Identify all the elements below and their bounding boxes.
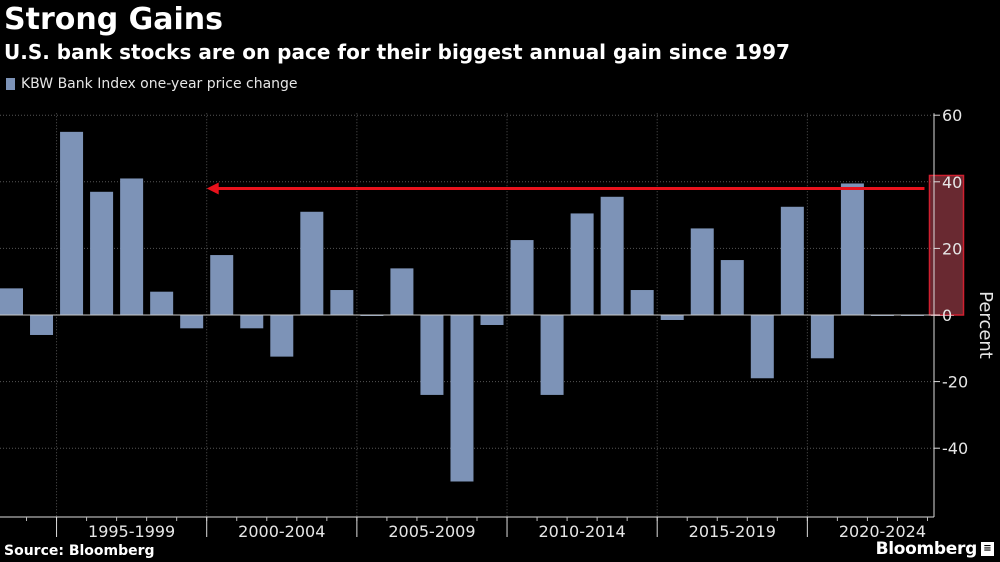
bar-1994 bbox=[30, 315, 54, 335]
y-tick-label: -20 bbox=[942, 373, 968, 392]
y-tick-label: 20 bbox=[942, 239, 962, 258]
bar-2000 bbox=[210, 255, 234, 315]
bar-2011 bbox=[540, 315, 564, 395]
bar-2004 bbox=[330, 290, 354, 315]
source-note: Source: Bloomberg bbox=[4, 543, 155, 559]
y-tick-label: -40 bbox=[942, 439, 968, 458]
chart-subtitle: U.S. bank stocks are on pace for their b… bbox=[4, 40, 790, 64]
brand-logo: Bloomberg ≡ bbox=[876, 539, 994, 559]
bar-2003 bbox=[300, 211, 324, 315]
legend: KBW Bank Index one-year price change bbox=[6, 75, 298, 93]
legend-swatch bbox=[6, 78, 15, 90]
bar-2008 bbox=[450, 315, 474, 482]
bar-1998 bbox=[150, 291, 174, 315]
y-axis-title: Percent bbox=[975, 291, 996, 359]
bar-2009 bbox=[480, 315, 504, 325]
bar-1993 bbox=[0, 288, 23, 315]
y-tick-label: 0 bbox=[942, 306, 952, 325]
highlight-box bbox=[928, 174, 965, 316]
bar-1995 bbox=[60, 131, 84, 315]
bloomberg-icon: ≡ bbox=[981, 542, 994, 556]
bar-2012 bbox=[570, 213, 594, 315]
x-tick-label: 2015-2019 bbox=[689, 522, 776, 541]
bar-2007 bbox=[420, 315, 444, 395]
bar-2020 bbox=[810, 315, 834, 359]
bar-2013 bbox=[600, 196, 624, 315]
bar-2019 bbox=[780, 206, 804, 315]
bar-1997 bbox=[120, 178, 144, 315]
bar-2014 bbox=[630, 290, 654, 315]
bar-2016 bbox=[690, 228, 714, 315]
bar-2006 bbox=[390, 268, 414, 315]
x-tick-label: 1995-1999 bbox=[88, 522, 175, 541]
x-tick-label: 2020-2024 bbox=[839, 522, 926, 541]
bar-1996 bbox=[90, 191, 114, 315]
bar-2021 bbox=[840, 183, 864, 315]
x-tick-label: 2005-2009 bbox=[388, 522, 475, 541]
chart-title: Strong Gains bbox=[4, 2, 223, 37]
arrow-head bbox=[206, 182, 219, 195]
bar-2024 bbox=[930, 315, 954, 316]
y-tick-label: 40 bbox=[942, 173, 962, 192]
bar-2010 bbox=[510, 240, 534, 315]
bar-2018 bbox=[750, 315, 774, 379]
y-tick-label: 60 bbox=[942, 106, 962, 125]
bar-1999 bbox=[180, 315, 204, 329]
bar-2017 bbox=[720, 260, 744, 315]
x-tick-label: 2010-2014 bbox=[539, 522, 626, 541]
bar-2001 bbox=[240, 315, 264, 329]
legend-label: KBW Bank Index one-year price change bbox=[21, 76, 298, 92]
x-tick-label: 2000-2004 bbox=[238, 522, 325, 541]
bar-2002 bbox=[270, 315, 294, 357]
brand-name: Bloomberg bbox=[875, 539, 978, 559]
bar-2015 bbox=[660, 315, 684, 320]
